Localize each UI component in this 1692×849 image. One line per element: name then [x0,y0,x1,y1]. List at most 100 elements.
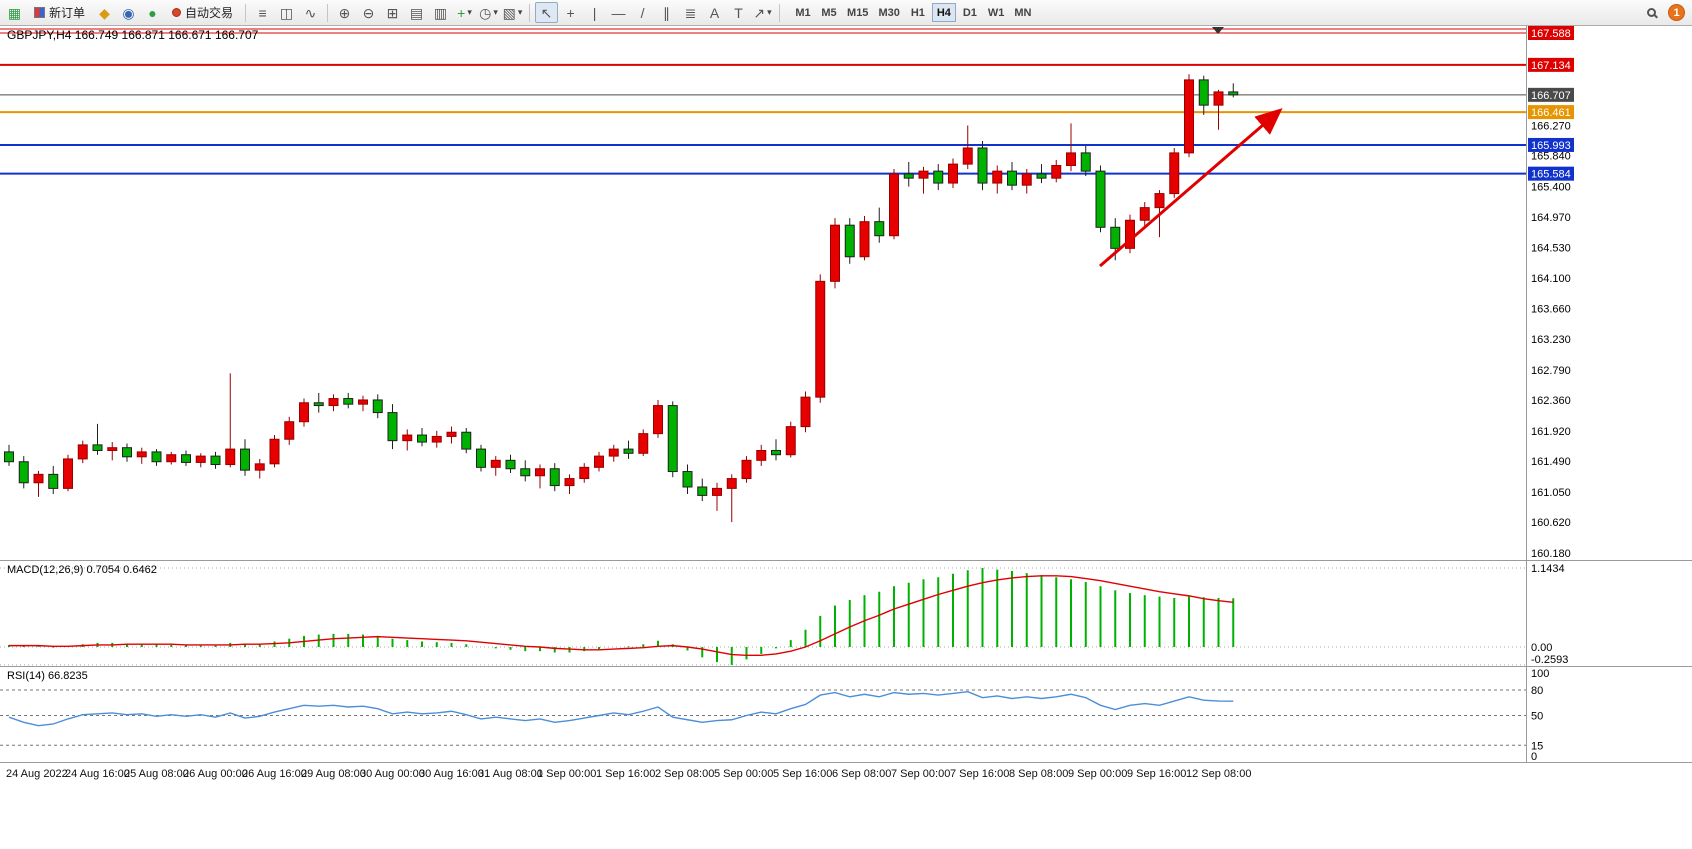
chart-shift-marker[interactable] [1212,27,1224,34]
arrows-tool-button[interactable]: ↗ ▾ [751,2,774,23]
chevron-down-icon: ▾ [467,7,472,17]
template-icon: ▧ [502,4,516,21]
time-axis-label: 24 Aug 16:00 [65,768,130,780]
price-tick-label: 166.270 [1531,121,1571,133]
timeframe-button-mn[interactable]: MN [1014,6,1032,19]
time-axis-label: 1 Sep 16:00 [596,768,655,780]
timeframe-button-d1[interactable]: D1 [962,6,977,19]
price-level-badge: 166.461 [1531,107,1571,119]
time-axis-label: 5 Sep 16:00 [773,768,832,780]
price-level-badge: 167.134 [1531,60,1571,72]
toolbar-separator [245,3,247,22]
price-tick-label: 165.400 [1531,182,1571,194]
templates-dropdown-button[interactable]: ▧ ▾ [501,2,524,23]
rsi-scale-label: 50 [1531,711,1543,723]
rsi-scale-label: 100 [1531,668,1549,680]
timeframe-button-w1[interactable]: W1 [987,6,1005,19]
time-axis-label: 25 Aug 08:00 [124,768,189,780]
new-order-icon [34,7,45,18]
rsi-scale-label: 80 [1531,685,1543,697]
timeframe-button-h4[interactable]: H4 [931,3,956,22]
new-order-button[interactable]: 新订单 [27,2,92,23]
text-tool-icon[interactable]: A [709,4,720,21]
indicator-gridlines [0,567,1526,746]
notification-badge[interactable]: 1 [1668,4,1685,21]
timeframe-button-h1[interactable]: H1 [910,6,925,19]
price-tick-label: 160.180 [1531,548,1571,560]
timeframe-button-m5[interactable]: M5 [821,6,837,19]
navigator-icon[interactable]: ● [148,4,157,21]
arrow-tool-icon: ↗ [753,4,766,21]
channel-tool-icon[interactable]: ∥ [663,4,671,21]
time-axis-label: 24 Aug 2022 [6,768,68,780]
chart-region[interactable]: 166.270 165.840 165.400 164.970 164.530 164.1… [0,26,1692,786]
data-window-icon[interactable]: ◉ [122,4,135,21]
new-chart-icon[interactable]: ▦ [7,4,22,21]
price-tick-label: 165.840 [1531,151,1571,163]
time-axis-label: 31 Aug 08:00 [478,768,543,780]
fibonacci-tool-icon[interactable]: ≣ [684,4,697,21]
price-tick-label: 161.920 [1531,426,1571,438]
market-watch-icon[interactable]: ◆ [99,4,110,21]
time-axis-label: 5 Sep 00:00 [714,768,773,780]
price-level-badge: 167.588 [1531,28,1571,40]
candles-layer [4,74,1239,523]
timeframe-button-m15[interactable]: M15 [847,6,869,19]
autotrading-button[interactable]: 自动交易 [165,2,240,23]
zoom-out-icon[interactable]: ⊖ [362,4,375,21]
price-tick-label: 160.620 [1531,517,1571,529]
chevron-down-icon: ▾ [517,7,523,17]
current-price-badge: 166.707 [1531,90,1571,102]
indicators-dropdown-button[interactable]: + ▾ [453,2,476,23]
rsi-label: RSI(14) 66.8235 [7,670,88,682]
trendline-tool-icon[interactable]: / [640,4,645,21]
search-button[interactable] [1640,2,1663,23]
timeframe-group: M1 M5 M15 M30 H1 H4 D1 W1 MN [791,3,1035,22]
trend-arrow[interactable] [1099,108,1283,268]
arrange-windows-icon[interactable]: ▤ [409,4,424,21]
timeframe-button-m1[interactable]: M1 [795,6,811,19]
panel-separators[interactable] [0,26,1692,763]
time-axis-label: 26 Aug 00:00 [183,768,248,780]
macd-layer [8,568,1235,665]
time-axis-label: 2 Sep 08:00 [655,768,714,780]
price-tick-label: 162.790 [1531,365,1571,377]
cascade-windows-icon[interactable]: ▥ [433,4,448,21]
timeframe-button-m30[interactable]: M30 [878,6,900,19]
time-axis-label: 7 Sep 16:00 [950,768,1009,780]
time-axis-label: 29 Aug 08:00 [301,768,366,780]
time-axis-label: 7 Sep 00:00 [891,768,950,780]
time-axis-label: 12 Sep 08:00 [1186,768,1251,780]
macd-scale-label: -0.2593 [1531,654,1568,666]
price-level-badge: 165.993 [1531,140,1571,152]
price-tick-label: 164.530 [1531,243,1571,255]
bar-chart-icon[interactable]: ≡ [258,4,267,21]
time-axis-label: 1 Sep 00:00 [537,768,596,780]
crosshair-tool-icon[interactable]: + [566,4,575,21]
periods-dropdown-button[interactable]: ◷ ▾ [477,2,500,23]
toolbar-separator [327,3,329,22]
zoom-in-icon[interactable]: ⊕ [338,4,351,21]
vertical-line-tool-icon[interactable]: | [592,4,597,21]
chevron-down-icon: ▾ [493,7,498,17]
time-axis-label: 6 Sep 08:00 [832,768,891,780]
rsi-scale-label: 15 [1531,740,1543,752]
add-indicator-icon: + [457,4,466,21]
line-chart-icon[interactable]: ∿ [304,4,317,21]
tile-windows-icon[interactable]: ⊞ [386,4,399,21]
price-scale: 166.270 165.840 165.400 164.970 164.530 164.1… [1528,26,1574,763]
chart-title: GBPJPY,H4 166.749 166.871 166.671 166.70… [7,28,259,42]
chart-canvas[interactable]: 166.270 165.840 165.400 164.970 164.530 164.1… [0,26,1692,786]
cursor-tool-icon[interactable]: ↖ [535,2,559,23]
toolbar-separator [779,3,781,22]
new-order-label: 新订单 [49,5,86,20]
time-axis-label: 30 Aug 16:00 [419,768,484,780]
horizontal-line-tool-icon[interactable]: — [611,4,626,21]
text-label-tool-icon[interactable]: T [734,4,743,21]
horizontal-level-lines[interactable] [0,28,1526,175]
candlestick-chart-icon[interactable]: ◫ [279,4,294,21]
price-tick-label: 162.360 [1531,395,1571,407]
chevron-down-icon: ▾ [767,7,772,17]
